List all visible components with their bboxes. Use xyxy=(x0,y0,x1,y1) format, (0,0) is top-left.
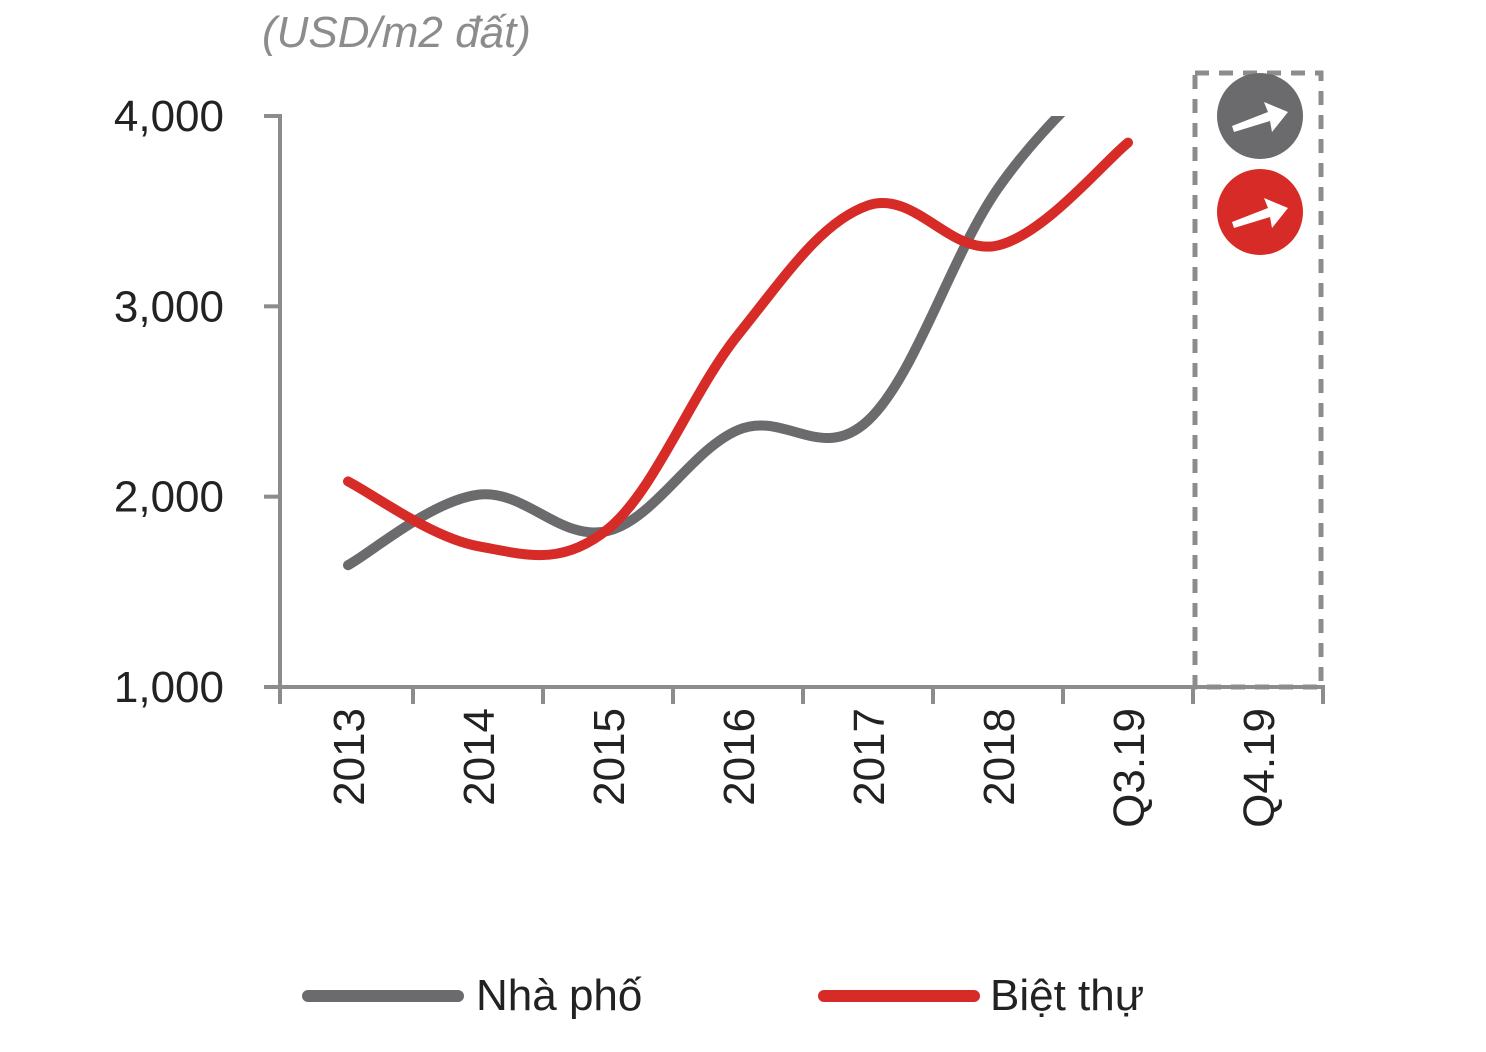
y-tick-label: 4,000 xyxy=(114,92,224,141)
legend-label: Nhà phố xyxy=(476,971,642,1020)
legend-label: Biệt thự xyxy=(990,971,1144,1020)
y-unit-label: (USD/m2 đất) xyxy=(262,8,531,57)
axes: 1,000 2,000 3,000 4,000 2013 2014 2015 2016 2017… xyxy=(114,92,1325,828)
x-tick-label: 2013 xyxy=(325,708,374,806)
forecast-box xyxy=(1192,70,1324,690)
y-tick-label: 3,000 xyxy=(114,282,224,331)
trend-up-arrow-icon xyxy=(1217,73,1303,159)
trend-up-arrow-icon xyxy=(1217,169,1303,255)
x-tick-label: Q4.19 xyxy=(1235,708,1284,828)
x-tick-label: 2014 xyxy=(455,708,504,806)
legend: Nhà phố Biệt thự xyxy=(302,971,1144,1020)
legend-item-1: Biệt thự xyxy=(818,971,1144,1020)
x-tick-label: Q3.19 xyxy=(1105,708,1154,828)
forecast-icons xyxy=(1217,73,1303,255)
series-line-0 xyxy=(343,116,1066,571)
forecast-dashed-box xyxy=(1192,70,1324,690)
x-tick-label: 2017 xyxy=(845,708,894,806)
series-lines xyxy=(343,116,1133,571)
x-tick-label: 2015 xyxy=(585,708,634,806)
y-tick-label: 2,000 xyxy=(114,473,224,522)
series-line-1 xyxy=(343,137,1133,561)
x-tick-label: 2018 xyxy=(975,708,1024,806)
legend-item-0: Nhà phố xyxy=(302,971,642,1020)
y-tick-label: 1,000 xyxy=(114,663,224,712)
x-tick-label: 2016 xyxy=(715,708,764,806)
